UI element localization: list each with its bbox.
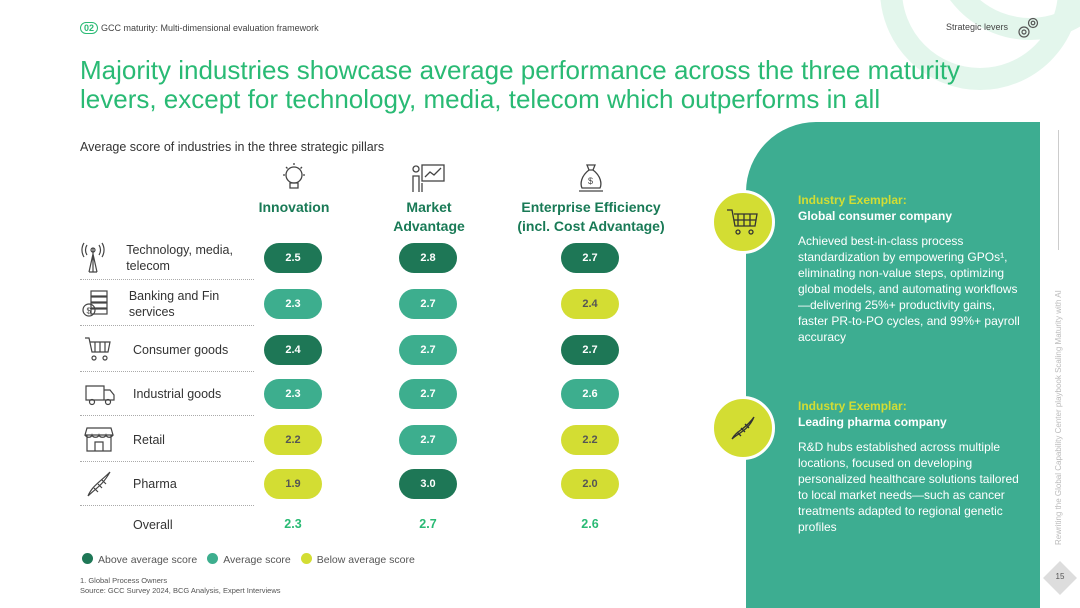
table-row: Retail xyxy=(80,418,254,462)
legend: Above average score Average score Below … xyxy=(82,553,415,566)
column-header-enterprise-efficiency: Enterprise Efficiency (incl. Cost Advant… xyxy=(517,199,665,234)
score-pill: 1.9 xyxy=(264,469,322,499)
divider xyxy=(1058,130,1059,250)
source: Source: GCC Survey 2024, BCG Analysis, E… xyxy=(80,586,281,595)
score-pill: 2.7 xyxy=(561,335,619,365)
svg-text:$: $ xyxy=(588,176,593,186)
money-icon: $ xyxy=(80,288,116,320)
breadcrumb: 02 GCC maturity: Multi-dimensional evalua… xyxy=(80,22,319,34)
antenna-icon xyxy=(80,242,113,274)
page-number: 15 xyxy=(1055,572,1065,581)
score-pill: 2.4 xyxy=(561,289,619,319)
overall-market-advantage: 2.7 xyxy=(419,517,437,531)
legend-average: Average score xyxy=(207,553,291,566)
score-pill: 2.3 xyxy=(264,379,322,409)
row-label: Industrial goods xyxy=(133,386,222,401)
svg-text:$: $ xyxy=(86,306,91,315)
row-label: Pharma xyxy=(133,476,177,491)
chart-subtitle: Average score of industries in the three… xyxy=(80,140,385,154)
store-icon xyxy=(80,424,120,456)
page-title: Majority industries showcase average per… xyxy=(80,55,961,114)
legend-below: Below average score xyxy=(300,553,415,566)
truck-icon xyxy=(80,378,120,410)
exemplar-pharma: Industry Exemplar: Leading pharma company… xyxy=(798,399,1019,534)
table-row: Pharma xyxy=(80,462,254,506)
score-pill: 2.6 xyxy=(561,379,619,409)
gears-icon xyxy=(1018,17,1039,38)
exemplar-panel xyxy=(746,122,1040,608)
row-label: Consumer goods xyxy=(133,342,229,357)
score-pill: 2.4 xyxy=(264,335,322,365)
score-pill: 2.5 xyxy=(264,243,322,273)
column-header-innovation: Innovation xyxy=(258,199,330,215)
score-pill: 2.7 xyxy=(399,379,457,409)
lightbulb-icon xyxy=(283,163,305,189)
exemplar-consumer: Industry Exemplar: Global consumer compan… xyxy=(798,193,1020,344)
overall-enterprise-efficiency: 2.6 xyxy=(581,517,599,531)
overall-row: Overall xyxy=(133,518,173,532)
side-text: Rewriting the Global Capability Center p… xyxy=(1054,290,1063,545)
row-label: Technology, media, telecom xyxy=(126,242,233,273)
overall-innovation: 2.3 xyxy=(284,517,302,531)
section-label: Strategic levers xyxy=(945,22,1008,32)
cart-icon xyxy=(711,190,775,254)
table-row: $ Banking and Fin services xyxy=(80,282,254,326)
score-pill: 2.7 xyxy=(561,243,619,273)
table-row: Technology, media, telecom xyxy=(80,236,254,280)
table-row: Industrial goods xyxy=(80,372,254,416)
table-row: Consumer goods xyxy=(80,328,254,372)
cart-icon xyxy=(80,334,120,366)
row-label: Retail xyxy=(133,432,165,447)
money-bag-icon: $ xyxy=(579,164,603,192)
score-pill: 2.8 xyxy=(399,243,457,273)
presentation-icon xyxy=(412,164,445,192)
footnote: 1. Global Process Owners xyxy=(80,576,168,585)
dna-icon xyxy=(711,396,775,460)
score-pill: 2.0 xyxy=(561,469,619,499)
score-pill: 3.0 xyxy=(399,469,457,499)
dna-icon xyxy=(80,468,120,500)
score-pill: 2.2 xyxy=(561,425,619,455)
column-header-market-advantage: Market Advantage xyxy=(393,199,465,234)
score-pill: 2.7 xyxy=(399,425,457,455)
legend-above: Above average score xyxy=(82,553,197,566)
score-pill: 2.2 xyxy=(264,425,322,455)
score-pill: 2.3 xyxy=(264,289,322,319)
score-pill: 2.7 xyxy=(399,335,457,365)
score-pill: 2.7 xyxy=(399,289,457,319)
row-label: Banking and Fin services xyxy=(128,288,220,319)
